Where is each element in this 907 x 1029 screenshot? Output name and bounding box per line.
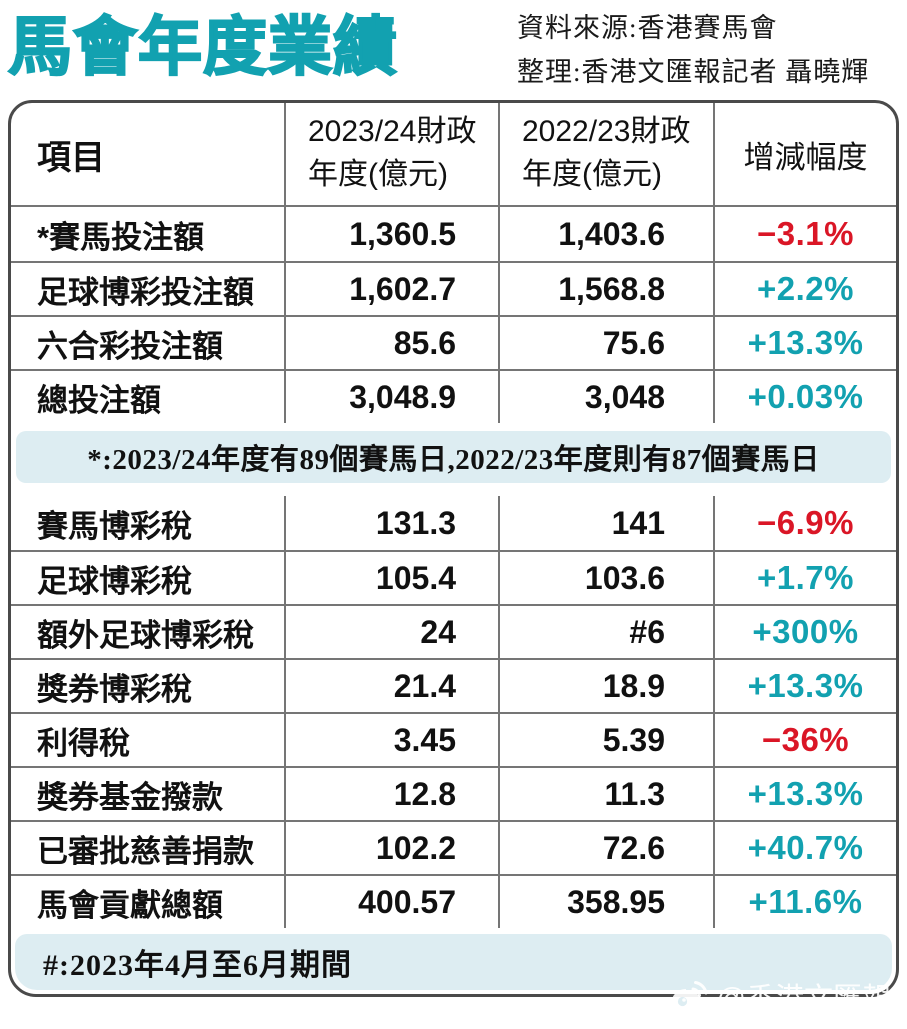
value-fy2223: #6 xyxy=(500,606,715,658)
change-value: +1.7% xyxy=(757,559,854,596)
watermark-label: @香港文匯報 xyxy=(716,983,891,1015)
value-fy2324: 1,360.5 xyxy=(286,207,500,261)
row-label: 足球博彩稅 xyxy=(11,552,286,604)
results-table: 項目 2023/24財政 年度(億元) 2022/23財政 年度(億元) 增減幅… xyxy=(8,100,899,997)
row-label: 賽馬博彩稅 xyxy=(11,496,286,550)
col-header-fy2324-line2: 年度(億元) xyxy=(308,158,448,191)
footnote-period: #:2023年4月至6月期間 xyxy=(15,934,892,990)
value-fy2223: 358.95 xyxy=(500,876,715,928)
col-header-fy2324-line1: 2023/24財政 xyxy=(308,115,477,149)
col-header-change: 增減幅度 xyxy=(743,139,868,175)
value-fy2223: 5.39 xyxy=(500,714,715,766)
table-row: 足球博彩稅 105.4 103.6 +1.7% xyxy=(11,550,896,604)
col-header-fy2223-line1: 2022/23財政 xyxy=(522,115,691,149)
credit-line: 整理:香港文匯報記者 聶曉輝 xyxy=(517,57,870,87)
source-line: 資料來源:香港賽馬會 xyxy=(517,13,778,43)
col-header-fy2324: 2023/24財政 年度(億元) xyxy=(286,103,500,205)
row-label: 利得稅 xyxy=(11,714,286,766)
row-label: 足球博彩投注額 xyxy=(11,263,286,315)
source-block: 資料來源:香港賽馬會 整理:香港文匯報記者 聶曉輝 xyxy=(517,6,907,94)
row-label: 獎券基金撥款 xyxy=(11,768,286,820)
table-row: 額外足球博彩稅 24 #6 +300% xyxy=(11,604,896,658)
value-fy2324: 24 xyxy=(286,606,500,658)
row-label: 六合彩投注額 xyxy=(11,317,286,369)
footnote-period-text: #:2023年4月至6月期間 xyxy=(43,949,352,982)
table-row: 獎券博彩稅 21.4 18.9 +13.3% xyxy=(11,658,896,712)
value-fy2223: 72.6 xyxy=(500,822,715,874)
col-header-fy2223: 2022/23財政 年度(億元) xyxy=(500,103,715,205)
table-row: 六合彩投注額 85.6 75.6 +13.3% xyxy=(11,315,896,369)
col-header-item: 項目 xyxy=(11,103,286,205)
value-fy2223: 1,568.8 xyxy=(500,263,715,315)
value-fy2324: 85.6 xyxy=(286,317,500,369)
watermark: @香港文匯報 xyxy=(669,975,891,1017)
value-fy2324: 12.8 xyxy=(286,768,500,820)
row-label: 獎券博彩稅 xyxy=(11,660,286,712)
value-fy2223: 11.3 xyxy=(500,768,715,820)
change-value: −6.9% xyxy=(757,504,854,541)
value-fy2324: 105.4 xyxy=(286,552,500,604)
table-row: 利得稅 3.45 5.39 −36% xyxy=(11,712,896,766)
change-value: +0.03% xyxy=(747,378,864,415)
change-value: +13.3% xyxy=(747,775,864,812)
weibo-icon xyxy=(671,981,708,1010)
change-value: +300% xyxy=(752,613,859,650)
row-label: 馬會貢獻總額 xyxy=(11,876,286,928)
value-fy2223: 18.9 xyxy=(500,660,715,712)
change-value: +13.3% xyxy=(747,324,864,361)
table-row: 總投注額 3,048.9 3,048 +0.03% xyxy=(11,369,896,423)
col-header-fy2223-line2: 年度(億元) xyxy=(522,158,662,191)
value-fy2324: 21.4 xyxy=(286,660,500,712)
value-fy2223: 3,048 xyxy=(500,371,715,423)
masthead: 馬會年度業績 資料來源:香港賽馬會 整理:香港文匯報記者 聶曉輝 xyxy=(0,0,907,100)
change-value: −36% xyxy=(761,721,850,758)
row-label: 已審批慈善捐款 xyxy=(11,822,286,874)
value-fy2324: 3.45 xyxy=(286,714,500,766)
value-fy2324: 3,048.9 xyxy=(286,371,500,423)
value-fy2223: 103.6 xyxy=(500,552,715,604)
spacer xyxy=(11,483,896,496)
footnote-racedays-text: *:2023/24年度有89個賽馬日,2022/23年度則有87個賽馬日 xyxy=(87,444,820,476)
value-fy2223: 141 xyxy=(500,496,715,550)
row-label: *賽馬投注額 xyxy=(11,207,286,261)
table-row: *賽馬投注額 1,360.5 1,403.6 −3.1% xyxy=(11,207,896,261)
table-header-row: 項目 2023/24財政 年度(億元) 2022/23財政 年度(億元) 增減幅… xyxy=(11,103,896,207)
table-row: 馬會貢獻總額 400.57 358.95 +11.6% xyxy=(11,874,896,928)
row-label: 總投注額 xyxy=(11,371,286,423)
change-value: +11.6% xyxy=(748,883,863,920)
row-label: 額外足球博彩稅 xyxy=(11,606,286,658)
value-fy2324: 1,602.7 xyxy=(286,263,500,315)
table-row: 獎券基金撥款 12.8 11.3 +13.3% xyxy=(11,766,896,820)
value-fy2223: 75.6 xyxy=(500,317,715,369)
value-fy2324: 102.2 xyxy=(286,822,500,874)
value-fy2324: 400.57 xyxy=(286,876,500,928)
page-title: 馬會年度業績 xyxy=(7,10,398,84)
spacer xyxy=(11,423,896,431)
change-value: +2.2% xyxy=(757,270,854,307)
table-row: 已審批慈善捐款 102.2 72.6 +40.7% xyxy=(11,820,896,874)
value-fy2223: 1,403.6 xyxy=(500,207,715,261)
change-value: +40.7% xyxy=(747,829,864,866)
value-fy2324: 131.3 xyxy=(286,496,500,550)
change-value: −3.1% xyxy=(757,215,854,252)
table-row: 賽馬博彩稅 131.3 141 −6.9% xyxy=(11,496,896,550)
table-row: 足球博彩投注額 1,602.7 1,568.8 +2.2% xyxy=(11,261,896,315)
footnote-racedays: *:2023/24年度有89個賽馬日,2022/23年度則有87個賽馬日 xyxy=(16,431,891,483)
change-value: +13.3% xyxy=(747,667,864,704)
